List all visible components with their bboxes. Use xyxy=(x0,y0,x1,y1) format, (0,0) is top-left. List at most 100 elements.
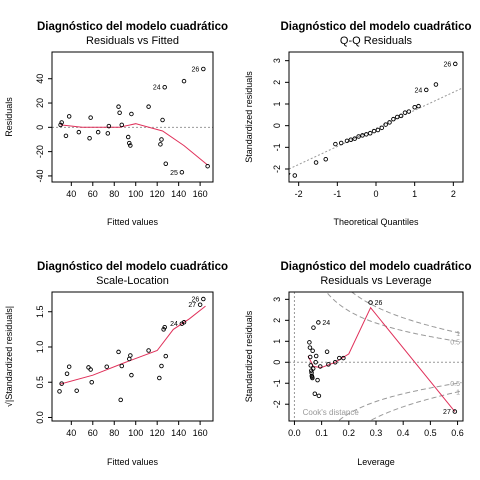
cooks-distance-contour xyxy=(350,292,462,334)
point-label: 24 xyxy=(322,320,330,327)
x-tick-label: 0.2 xyxy=(343,428,356,438)
x-tick-label: 140 xyxy=(171,428,186,438)
data-point xyxy=(157,375,162,381)
x-tick-label: 140 xyxy=(171,189,186,199)
panel-subtitle: Scale-Location xyxy=(96,275,169,287)
data-point xyxy=(205,163,210,169)
plot-area: 27 24 26 xyxy=(283,61,463,180)
data-point xyxy=(312,391,318,396)
x-tick-label: 120 xyxy=(150,428,165,438)
x-axis-label: Fitted values xyxy=(107,457,159,467)
x-tick-label: 80 xyxy=(109,189,119,199)
plot-area: 24 26 27 xyxy=(289,292,463,421)
data-point xyxy=(316,320,321,325)
data-point xyxy=(338,140,344,146)
y-tick-label: 0 xyxy=(272,123,282,128)
data-point xyxy=(127,140,132,146)
y-tick-label: -1 xyxy=(272,379,282,387)
data-point xyxy=(308,363,314,368)
data-point xyxy=(162,324,167,330)
y-tick-label: -2 xyxy=(272,400,282,408)
panel-1: Diagnóstico del modelo cuadrático Residua… xyxy=(4,21,228,227)
data-point xyxy=(356,134,361,139)
data-point xyxy=(292,173,298,178)
data-point xyxy=(307,354,313,360)
data-point xyxy=(433,82,439,87)
data-point xyxy=(88,115,93,120)
point-label: 27 xyxy=(443,409,451,416)
data-point xyxy=(116,104,121,109)
x-tick-label: 1 xyxy=(412,189,417,199)
data-point xyxy=(310,366,316,371)
plot-frame xyxy=(51,291,214,422)
data-point xyxy=(163,353,169,359)
smooth-line xyxy=(60,123,208,166)
data-point xyxy=(63,133,69,139)
data-point xyxy=(117,110,122,115)
panel-subtitle: Q-Q Residuals xyxy=(340,35,413,47)
data-point xyxy=(129,111,134,117)
y-tick-label: 0.0 xyxy=(35,411,45,424)
point-label: 24 xyxy=(170,321,178,328)
data-point xyxy=(127,356,132,362)
data-point xyxy=(64,371,70,377)
data-point xyxy=(310,348,315,353)
y-tick-label: 0 xyxy=(35,125,45,130)
cooks-distance-contour xyxy=(368,390,462,421)
x-tick-label: -2 xyxy=(295,189,303,199)
x-tick-label: 160 xyxy=(193,189,208,199)
cooks-level-label: 0.5 xyxy=(450,340,460,347)
panel-3: Diagnóstico del modelo cuadrático Scale-L… xyxy=(4,261,228,467)
data-point xyxy=(197,302,203,307)
y-tick-label: 1 xyxy=(272,339,282,344)
data-point xyxy=(146,104,151,109)
data-point xyxy=(106,123,112,129)
data-point xyxy=(313,160,319,165)
x-tick-label: 0.1 xyxy=(315,428,328,438)
data-point xyxy=(368,300,373,305)
point-label: 27 xyxy=(188,302,196,309)
x-axis-label: Leverage xyxy=(357,457,395,467)
x-tick-label: 0 xyxy=(373,189,378,199)
data-point xyxy=(375,127,381,133)
y-tick-label: -20 xyxy=(35,145,45,158)
data-point xyxy=(116,349,121,355)
x-tick-label: 0.0 xyxy=(288,428,301,438)
data-point xyxy=(348,137,354,142)
data-point xyxy=(119,122,125,128)
x-tick-label: 60 xyxy=(88,428,98,438)
data-point xyxy=(344,138,350,144)
y-tick-label: 2 xyxy=(272,80,282,85)
y-tick-label: 0.5 xyxy=(35,376,45,389)
point-label: 26 xyxy=(443,61,451,68)
panel-2: Diagnóstico del modelo cuadrático Q-Q Res… xyxy=(244,21,472,227)
y-tick-label: 3 xyxy=(272,58,282,63)
data-point xyxy=(315,377,320,383)
data-point xyxy=(160,117,165,123)
data-point xyxy=(88,367,93,372)
panel-title: Diagnóstico del modelo cuadrático xyxy=(37,21,228,33)
data-point xyxy=(89,379,94,385)
data-point xyxy=(201,66,206,72)
data-point xyxy=(337,355,342,361)
y-axis-label: √|Standardized residuals| xyxy=(4,306,14,407)
point-label: 27 xyxy=(283,173,291,180)
data-point xyxy=(313,360,318,365)
data-point xyxy=(66,364,72,369)
data-point xyxy=(128,353,133,358)
data-point xyxy=(326,362,331,367)
panel-title: Diagnóstico del modelo cuadrático xyxy=(280,261,471,273)
point-label: 26 xyxy=(192,67,200,74)
point-label: 24 xyxy=(153,85,161,92)
y-tick-label: -2 xyxy=(272,165,282,173)
data-point xyxy=(387,120,392,125)
y-tick-label: 3 xyxy=(272,297,282,302)
x-tick-label: 40 xyxy=(66,189,76,199)
x-tick-label: 120 xyxy=(150,189,165,199)
data-point xyxy=(158,142,163,147)
cooks-level-label: 1 xyxy=(456,389,460,396)
plot-area: 24 25 26 xyxy=(52,67,213,177)
point-label: 26 xyxy=(375,300,383,307)
x-tick-label: 0.4 xyxy=(397,428,410,438)
